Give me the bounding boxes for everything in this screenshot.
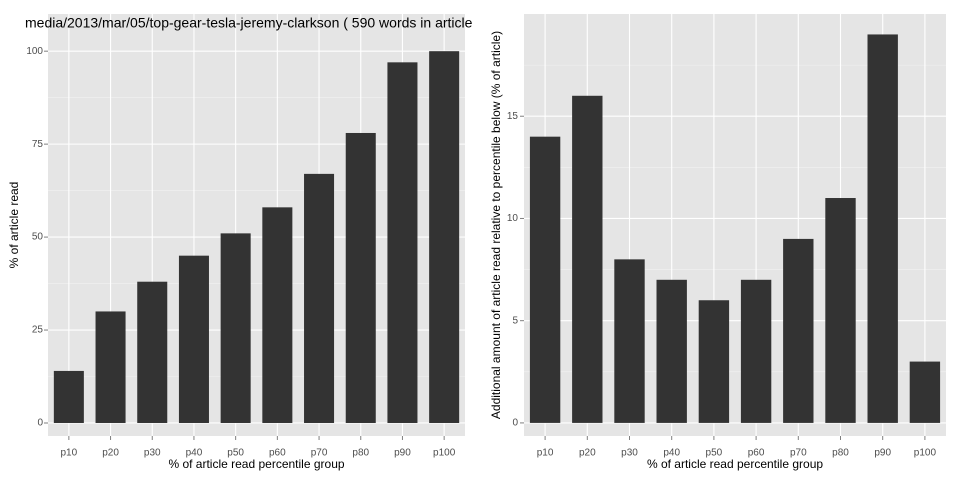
y-axis-title: Additional amount of article read relati… — [489, 31, 503, 419]
y-tick-label: 50 — [32, 232, 44, 243]
x-tick-label: p30 — [621, 448, 638, 459]
y-tick-label: 25 — [32, 325, 44, 336]
bar — [614, 259, 645, 423]
x-tick-label: p30 — [144, 448, 161, 459]
y-axis-title: % of article read — [7, 182, 21, 269]
x-tick-label: p40 — [663, 448, 680, 459]
bar — [740, 279, 772, 423]
y-tick-label: 100 — [26, 46, 43, 57]
bar — [95, 311, 126, 423]
bar — [909, 361, 941, 423]
x-tick-label: p20 — [102, 448, 119, 459]
bar — [387, 62, 418, 423]
y-tick-label: 5 — [512, 315, 518, 326]
bar — [178, 255, 209, 423]
bar — [783, 238, 814, 423]
x-tick-label: p50 — [227, 448, 244, 459]
x-tick-label: p90 — [874, 448, 891, 459]
x-axis-title: % of article read percentile group — [168, 457, 344, 471]
bar — [698, 300, 730, 423]
x-tick-label: p10 — [61, 448, 78, 459]
bar — [529, 136, 561, 423]
x-tick-label: p100 — [914, 448, 937, 459]
x-tick-label: p60 — [269, 448, 286, 459]
bar — [262, 207, 293, 423]
y-tick-label: 15 — [507, 111, 519, 122]
bar — [867, 34, 898, 423]
x-tick-label: p100 — [433, 448, 456, 459]
bar — [656, 279, 687, 423]
x-tick-label: p50 — [706, 448, 723, 459]
x-tick-label: p10 — [537, 448, 554, 459]
bar — [572, 95, 603, 423]
x-tick-label: p80 — [832, 448, 849, 459]
y-tick-label: 0 — [37, 418, 43, 429]
bar — [53, 370, 84, 423]
x-axis-title: % of article read percentile group — [647, 457, 823, 471]
x-tick-label: p60 — [748, 448, 765, 459]
bar — [429, 51, 460, 423]
x-tick-label: p70 — [790, 448, 807, 459]
x-tick-label: p40 — [186, 448, 203, 459]
bar — [825, 198, 856, 423]
y-tick-label: 75 — [32, 139, 44, 150]
bar — [220, 233, 251, 423]
x-tick-label: p70 — [311, 448, 328, 459]
y-tick-label: 10 — [507, 213, 519, 224]
chart-title: media/2013/mar/05/top-gear-tesla-jeremy-… — [25, 15, 473, 31]
bar — [345, 132, 376, 423]
y-tick-label: 0 — [512, 418, 518, 429]
bar — [304, 173, 335, 423]
x-tick-label: p90 — [394, 448, 411, 459]
bar — [137, 281, 168, 423]
x-tick-label: p80 — [352, 448, 369, 459]
x-tick-label: p20 — [579, 448, 596, 459]
